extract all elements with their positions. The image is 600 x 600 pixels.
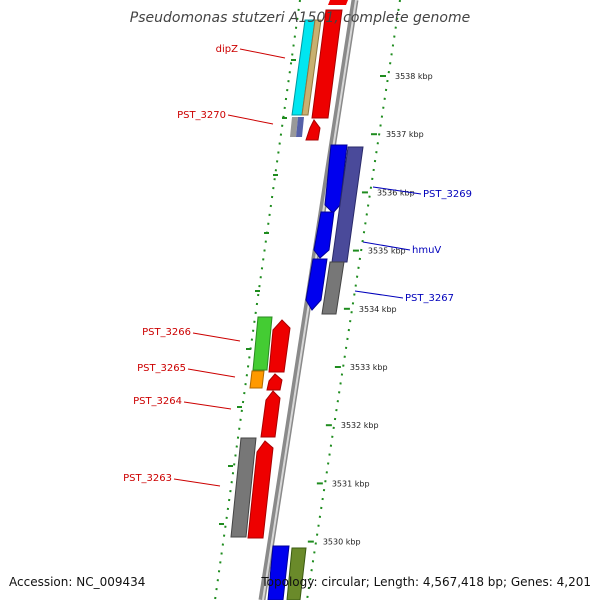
gene-label-pst3265: PST_3265 <box>137 363 186 374</box>
gene-slate-long <box>331 146 364 263</box>
gene-pst3265 <box>266 373 283 391</box>
ruler: 3538 kbp 3537 kbp 3536 kbp 3535 kbp 3534 kbp… <box>307 72 433 547</box>
gene-pst3266 <box>268 319 291 373</box>
gene-slate-small <box>296 117 304 137</box>
ruler-label: 3537 kbp <box>386 130 424 139</box>
gene-labels: dipZ PST_3270 PST_3269 hmuV PST_3267 PST… <box>123 44 472 487</box>
gene-label-pst3263: PST_3263 <box>123 473 172 484</box>
gene-blue-bottom <box>267 545 290 600</box>
gene-pst3267 <box>305 258 328 311</box>
reverse-genes <box>267 144 364 600</box>
gene-grey-small <box>290 117 298 137</box>
gene-label-dipz: dipZ <box>216 44 238 55</box>
gene-label-pst3264: PST_3264 <box>133 396 182 407</box>
gene-pst3270 <box>305 119 321 141</box>
gene-green <box>252 316 273 371</box>
accession-label: Accession: NC_009434 <box>9 575 146 589</box>
gene-grey-long <box>230 437 257 538</box>
gene-grey-reverse <box>321 261 345 315</box>
ruler-label: 3536 kbp <box>377 188 415 197</box>
gene-label-pst3266: PST_3266 <box>142 327 191 338</box>
gene-tan <box>301 19 322 116</box>
gene-label-hmuv: hmuV <box>412 245 441 256</box>
ruler-label: 3538 kbp <box>395 72 433 81</box>
forward-genes <box>230 0 348 539</box>
dotted-guide-outer-right <box>306 0 401 600</box>
gene-dipz <box>311 9 343 119</box>
gene-orange <box>249 370 265 389</box>
gene-label-pst3270: PST_3270 <box>177 110 226 121</box>
ruler-label: 3535 kbp <box>368 247 406 256</box>
genome-info-label: Topology: circular; Length: 4,567,418 bp… <box>261 575 591 589</box>
gene-red-top <box>328 0 348 5</box>
gene-label-pst3269: PST_3269 <box>423 189 472 200</box>
gene-hmuv <box>313 211 335 259</box>
left-ticks <box>219 59 296 525</box>
ruler-label: 3534 kbp <box>359 305 397 314</box>
gene-olive-bottom <box>286 547 307 600</box>
gene-pst3269 <box>324 144 348 214</box>
gene-pst3264 <box>260 390 281 438</box>
gene-pst3263 <box>247 440 274 539</box>
ruler-label: 3532 kbp <box>341 421 379 430</box>
map-title: Pseudomonas stutzeri A1501, complete gen… <box>129 10 471 26</box>
dotted-guide-outer-left <box>214 0 301 600</box>
gene-label-pst3267: PST_3267 <box>405 293 454 304</box>
ruler-label: 3531 kbp <box>332 479 370 488</box>
ruler-label: 3530 kbp <box>323 538 361 547</box>
ruler-label: 3533 kbp <box>350 363 388 372</box>
